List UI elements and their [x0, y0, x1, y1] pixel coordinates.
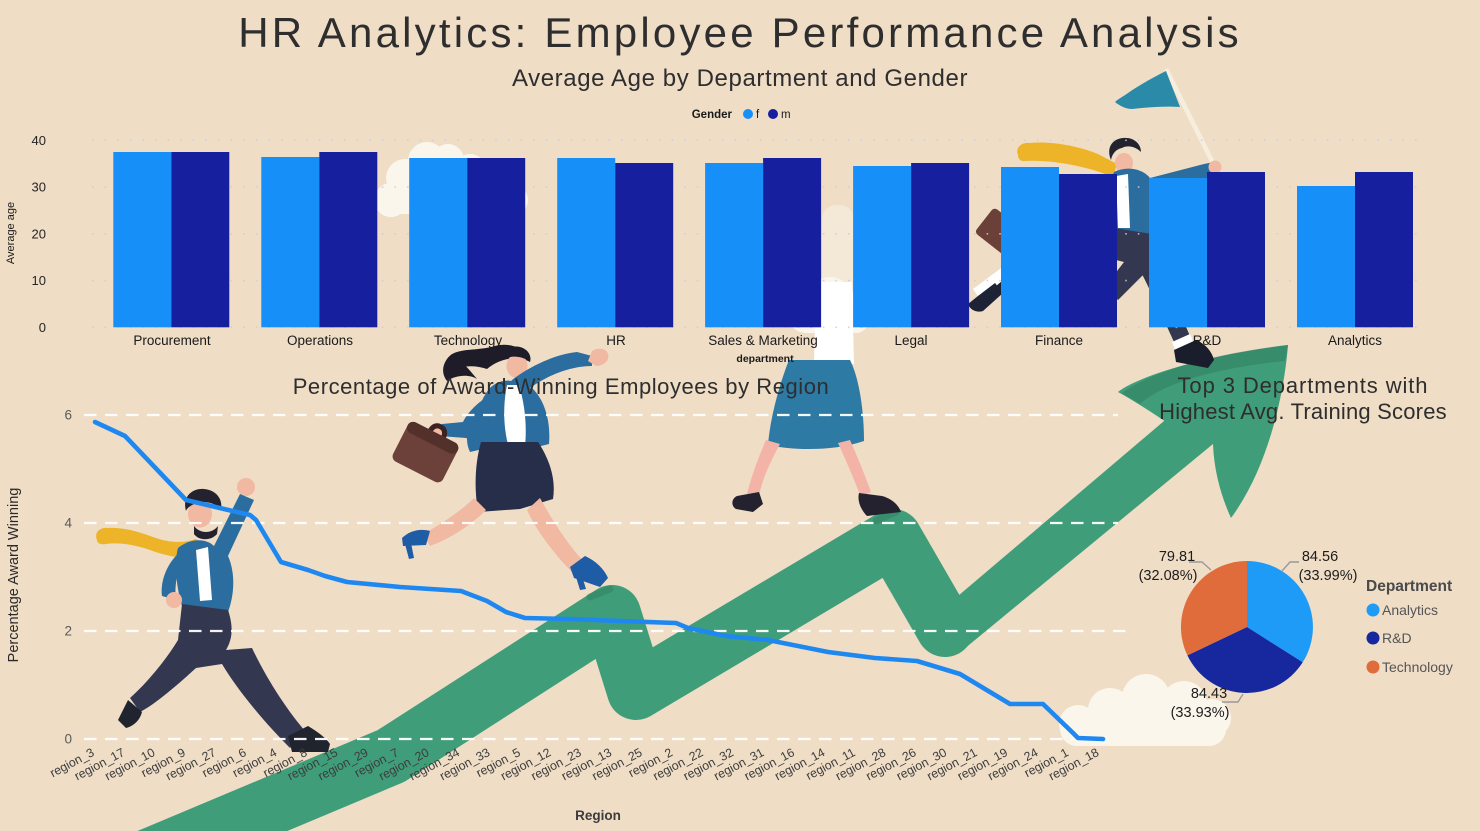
svg-text:Operations: Operations [287, 333, 353, 348]
svg-text:Department: Department [1366, 578, 1452, 595]
svg-text:Percentage of Award-Winning Em: Percentage of Award-Winning Employees by… [293, 374, 830, 399]
svg-text:20: 20 [32, 226, 46, 241]
svg-text:R&D: R&D [1382, 630, 1412, 646]
svg-text:Analytics: Analytics [1328, 333, 1382, 348]
svg-text:79.81: 79.81 [1159, 549, 1195, 565]
svg-text:m: m [781, 109, 791, 121]
svg-text:4: 4 [64, 516, 72, 531]
svg-text:Analytics: Analytics [1382, 602, 1438, 618]
svg-text:40: 40 [32, 133, 46, 148]
svg-text:10: 10 [32, 273, 46, 288]
svg-text:HR Analytics: Employee Perform: HR Analytics: Employee Performance Analy… [238, 9, 1242, 56]
svg-text:0: 0 [64, 732, 72, 747]
svg-text:Average age: Average age [5, 202, 17, 264]
svg-text:department: department [736, 353, 794, 365]
svg-text:HR: HR [606, 333, 626, 348]
svg-text:R&D: R&D [1193, 333, 1222, 348]
svg-text:0: 0 [39, 320, 46, 335]
svg-text:Finance: Finance [1035, 333, 1083, 348]
svg-text:Average Age by Department and: Average Age by Department and Gender [512, 65, 968, 92]
svg-text:Technology: Technology [1382, 659, 1453, 675]
svg-text:84.56: 84.56 [1302, 549, 1338, 565]
svg-text:Top 3 Departments with: Top 3 Departments with [1178, 373, 1429, 398]
svg-text:Region: Region [575, 808, 621, 823]
svg-text:Technology: Technology [434, 333, 503, 348]
svg-text:(33.93%): (33.93%) [1171, 705, 1230, 721]
svg-text:6: 6 [64, 408, 72, 423]
svg-text:(33.99%): (33.99%) [1299, 568, 1358, 584]
svg-text:Legal: Legal [894, 333, 927, 348]
svg-text:(32.08%): (32.08%) [1139, 568, 1198, 584]
svg-text:2: 2 [64, 624, 72, 639]
svg-text:Gender: Gender [692, 109, 733, 121]
svg-text:Sales & Marketing: Sales & Marketing [708, 333, 818, 348]
svg-text:84.43: 84.43 [1191, 686, 1227, 702]
svg-text:Percentage Award Winning: Percentage Award Winning [6, 488, 22, 663]
svg-text:Highest Avg. Training Scores: Highest Avg. Training Scores [1159, 399, 1447, 424]
svg-text:30: 30 [32, 180, 46, 195]
svg-text:f: f [756, 109, 760, 121]
svg-text:Procurement: Procurement [133, 333, 211, 348]
